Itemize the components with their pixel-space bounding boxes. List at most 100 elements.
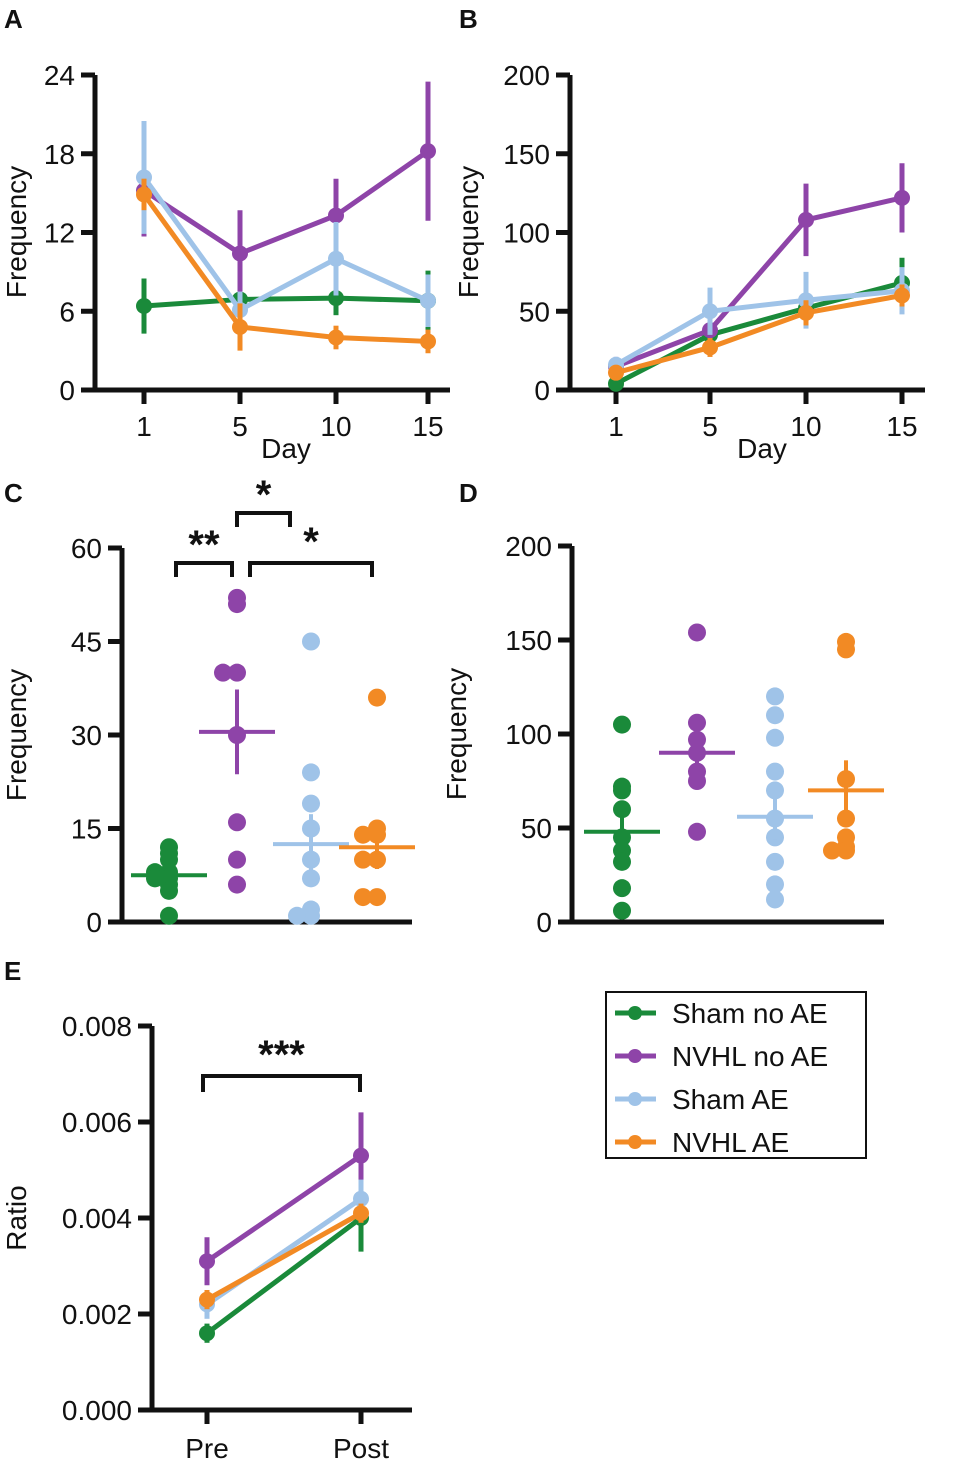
panel-letter-b: B: [459, 4, 478, 34]
data-point-nvhl-ae: [608, 364, 624, 381]
significance-label: ***: [258, 1033, 305, 1077]
data-point-nvhl-no-ae: [228, 595, 246, 614]
y-tick-label: 0.004: [62, 1203, 132, 1234]
y-tick-label: 6: [59, 296, 75, 327]
data-point-sham-no-ae: [613, 781, 631, 800]
data-point-sham-ae: [353, 1190, 369, 1207]
data-point-nvhl-no-ae: [894, 189, 910, 206]
y-tick-label: 200: [503, 60, 550, 91]
data-point-nvhl-ae: [702, 339, 718, 356]
data-point-sham-ae: [766, 781, 784, 800]
y-tick-label: 0.008: [62, 1011, 132, 1042]
series-line-nvhl-no-ae: [205, 1153, 363, 1264]
y-tick-label: 150: [503, 139, 550, 170]
data-point-sham-ae: [766, 762, 784, 781]
data-point-nvhl-no-ae: [688, 772, 706, 790]
data-point-sham-no-ae: [613, 800, 631, 819]
x-tick-label: Post: [333, 1433, 389, 1464]
data-point-nvhl-ae: [368, 888, 386, 907]
significance-bracket: [174, 561, 234, 577]
data-point-sham-ae: [302, 906, 320, 925]
y-tick-label: 0.000: [62, 1395, 132, 1426]
panel-letter-a: A: [4, 4, 23, 34]
y-tick-label: 100: [503, 218, 550, 249]
data-point-sham-ae: [420, 292, 436, 309]
x-tick-label: 5: [702, 411, 718, 442]
data-point-sham-ae: [766, 728, 784, 747]
legend-marker-sham-ae: [628, 1092, 642, 1106]
y-tick-label: 150: [505, 625, 552, 656]
x-axis-label: Day: [261, 433, 311, 464]
data-point-nvhl-ae: [354, 825, 372, 844]
legend-marker-nvhl-no-ae: [628, 1049, 642, 1063]
data-point-nvhl-no-ae: [228, 663, 246, 682]
legend-marker-nvhl-ae: [628, 1135, 642, 1149]
y-tick-label: 50: [519, 296, 550, 327]
data-point-nvhl-no-ae: [798, 211, 814, 228]
data-point-sham-ae: [766, 852, 784, 871]
x-tick-label: 15: [412, 411, 443, 442]
x-tick-label: 1: [136, 411, 152, 442]
x-axis-label: Day: [737, 433, 787, 464]
data-point-nvhl-no-ae: [214, 663, 232, 682]
data-point-sham-no-ae: [613, 901, 631, 920]
data-point-nvhl-ae: [823, 841, 841, 860]
y-tick-label: 0: [536, 907, 552, 938]
data-point-nvhl-no-ae: [688, 713, 706, 732]
data-point-sham-ae: [288, 906, 306, 925]
significance-label: *: [256, 473, 272, 517]
y-tick-label: 0: [59, 375, 75, 406]
data-point-sham-ae: [302, 794, 320, 813]
data-point-nvhl-no-ae: [228, 850, 246, 869]
data-point-nvhl-ae: [420, 333, 436, 350]
data-point-nvhl-ae: [353, 1205, 369, 1222]
data-point-sham-ae: [302, 763, 320, 782]
data-point-nvhl-no-ae: [420, 143, 436, 160]
panel-e-line-chart: 0.000 0.002 0.004 0.006 0.008 Ratio Pre Post ***: [1, 1011, 412, 1464]
x-tick-label: 15: [886, 411, 917, 442]
data-point-nvhl-no-ae: [228, 813, 246, 832]
data-point-sham-ae: [766, 890, 784, 909]
legend-label-sham-no-ae: Sham no AE: [672, 998, 828, 1029]
data-point-sham-no-ae: [160, 850, 178, 869]
y-tick-label: 30: [71, 720, 102, 751]
data-point-nvhl-ae: [798, 304, 814, 321]
y-tick-label: 0: [534, 375, 550, 406]
legend-label-nvhl-no-ae: NVHL no AE: [672, 1041, 828, 1072]
y-tick-label: 0: [86, 907, 102, 938]
panel-d-scatter-chart: 0 50 100 150 200 Frequency: [441, 531, 884, 938]
panel-letter-e: E: [4, 956, 21, 986]
series-line-nvhl-ae: [615, 293, 903, 376]
data-point-nvhl-ae: [354, 850, 372, 869]
data-point-nvhl-no-ae: [688, 822, 706, 841]
data-point-sham-ae: [766, 875, 784, 894]
data-point-sham-ae: [766, 687, 784, 706]
x-tick-label: 10: [790, 411, 821, 442]
x-tick-label: 1: [608, 411, 624, 442]
data-point-nvhl-ae: [232, 319, 248, 335]
legend-label-sham-ae: Sham AE: [672, 1084, 789, 1115]
legend: Sham no AE NVHL no AE Sham AE NVHL AE: [605, 991, 867, 1159]
data-point-sham-ae: [328, 250, 344, 267]
series-line-nvhl-no-ae: [142, 149, 430, 257]
legend-box: [605, 991, 867, 1159]
panel-letter-d: D: [459, 478, 478, 508]
significance-label: **: [188, 523, 220, 567]
data-point-nvhl-ae: [328, 329, 344, 346]
significance-label: *: [303, 520, 319, 564]
data-point-nvhl-ae: [837, 841, 855, 860]
data-point-nvhl-ae: [199, 1291, 215, 1308]
series-line-sham-ae: [614, 288, 903, 367]
data-point-sham-no-ae: [328, 290, 344, 307]
series-line-sham-no-ae: [614, 280, 903, 386]
y-tick-label: 0.006: [62, 1107, 132, 1138]
data-point-sham-no-ae: [613, 715, 631, 734]
data-point-sham-ae: [302, 632, 320, 651]
y-axis-label: Frequency: [453, 166, 484, 298]
y-tick-label: 18: [44, 139, 75, 170]
data-point-sham-no-ae: [199, 1325, 215, 1342]
series-line-nvhl-ae: [141, 192, 429, 344]
y-tick-label: 45: [71, 627, 102, 658]
